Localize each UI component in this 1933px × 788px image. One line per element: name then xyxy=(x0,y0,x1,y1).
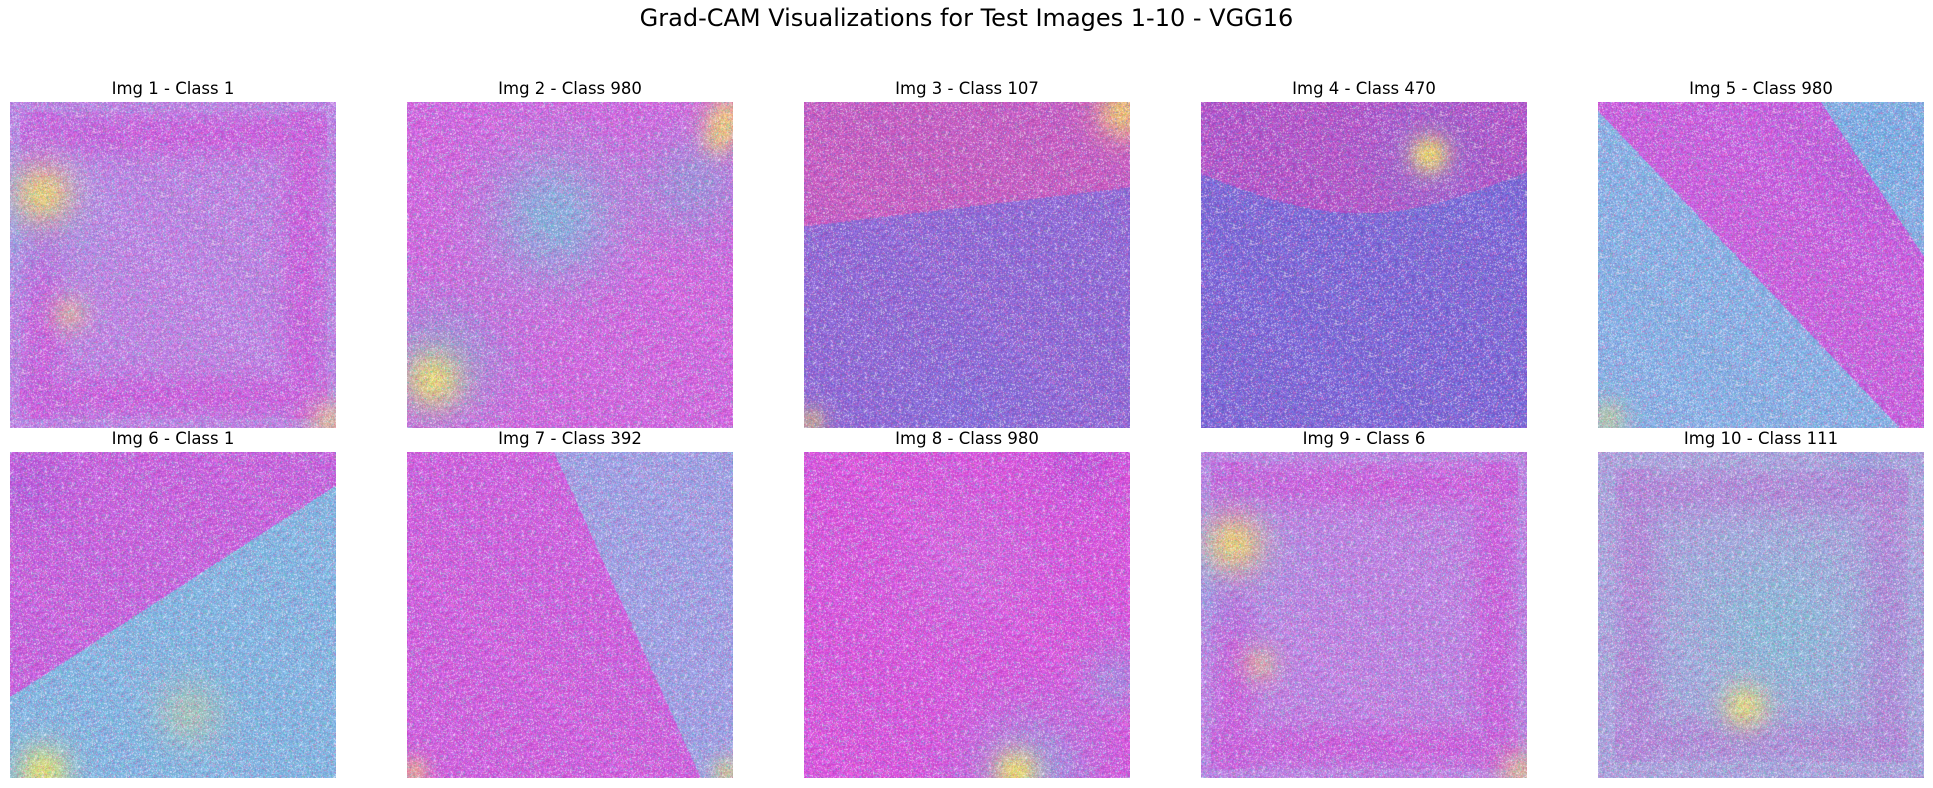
panel-title: Img 5 - Class 980 xyxy=(1689,79,1833,98)
panel-title: Img 1 - Class 1 xyxy=(111,79,235,98)
panel-img-6: Img 6 - Class 1 xyxy=(10,428,336,778)
panel-img-8: Img 8 - Class 980 xyxy=(804,428,1130,778)
panel-title: Img 2 - Class 980 xyxy=(498,79,642,98)
gradcam-image xyxy=(1598,102,1924,428)
panel-title: Img 7 - Class 392 xyxy=(498,429,642,448)
gradcam-image xyxy=(1598,452,1924,778)
panel-img-9: Img 9 - Class 6 xyxy=(1201,428,1527,778)
panel-img-1: Img 1 - Class 1 xyxy=(10,78,336,428)
panel-img-5: Img 5 - Class 980 xyxy=(1598,78,1924,428)
gradcam-image xyxy=(1201,452,1527,778)
panel-title: Img 10 - Class 111 xyxy=(1683,429,1839,448)
panel-title: Img 8 - Class 980 xyxy=(895,429,1039,448)
gradcam-image xyxy=(10,102,336,428)
gradcam-image xyxy=(407,452,733,778)
panel-img-2: Img 2 - Class 980 xyxy=(407,78,733,428)
panel-title: Img 4 - Class 470 xyxy=(1292,79,1436,98)
panel-img-7: Img 7 - Class 392 xyxy=(407,428,733,778)
panel-img-10: Img 10 - Class 111 xyxy=(1598,428,1924,778)
gradcam-image xyxy=(804,102,1130,428)
figure-title: Grad-CAM Visualizations for Test Images … xyxy=(639,4,1294,32)
panel-img-3: Img 3 - Class 107 xyxy=(804,78,1130,428)
gradcam-image xyxy=(804,452,1130,778)
gradcam-image xyxy=(10,452,336,778)
panel-title: Img 6 - Class 1 xyxy=(111,429,235,448)
panel-img-4: Img 4 - Class 470 xyxy=(1201,78,1527,428)
gradcam-image xyxy=(1201,102,1527,428)
panel-title: Img 3 - Class 107 xyxy=(895,79,1039,98)
panel-title: Img 9 - Class 6 xyxy=(1302,429,1426,448)
gradcam-image xyxy=(407,102,733,428)
